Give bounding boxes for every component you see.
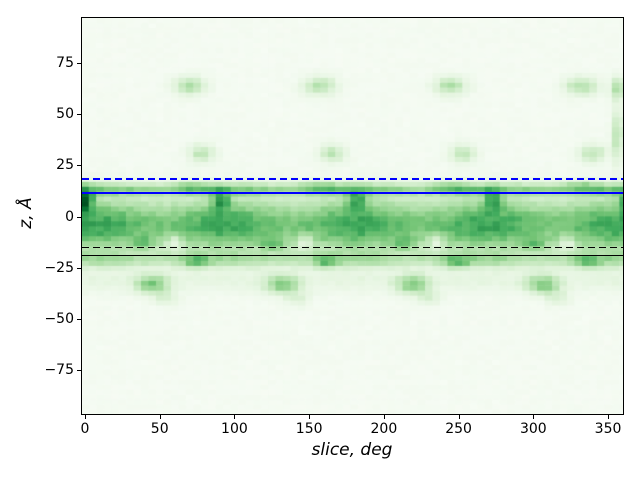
x-tick-label: 350: [594, 421, 622, 437]
y-tick: [77, 267, 81, 269]
x-tick-label: 0: [80, 421, 90, 437]
x-tick: [84, 415, 86, 419]
x-tick-label: 200: [370, 421, 398, 437]
heatmap-canvas: [82, 18, 623, 414]
y-tick-label: 50: [56, 106, 74, 123]
y-tick: [77, 165, 81, 167]
x-tick: [309, 415, 311, 419]
y-tick-label: 25: [56, 157, 74, 174]
x-tick-label: 150: [295, 421, 323, 437]
x-axis-label: slice, deg: [311, 440, 393, 460]
x-tick-label: 50: [150, 421, 169, 437]
x-tick: [608, 415, 610, 419]
x-tick-label: 250: [445, 421, 472, 437]
y-tick: [77, 216, 81, 218]
plot-area: [82, 18, 623, 414]
x-tick-label: 300: [519, 421, 547, 437]
y-tick: [77, 114, 81, 116]
y-tick-label: −50: [44, 310, 74, 327]
x-tick: [383, 415, 385, 419]
x-tick-label: 100: [221, 421, 248, 437]
y-tick-label: 75: [56, 55, 74, 72]
y-tick-label: −75: [44, 362, 74, 378]
y-tick-label: 0: [65, 208, 74, 225]
y-tick-label: −25: [44, 259, 74, 276]
y-tick: [77, 318, 81, 320]
x-tick: [234, 415, 236, 419]
y-tick: [77, 370, 81, 371]
x-tick: [458, 415, 460, 419]
x-tick: [533, 415, 535, 419]
y-tick: [77, 63, 81, 65]
x-tick: [159, 415, 161, 419]
y-axis-label: z, Å: [16, 197, 36, 229]
